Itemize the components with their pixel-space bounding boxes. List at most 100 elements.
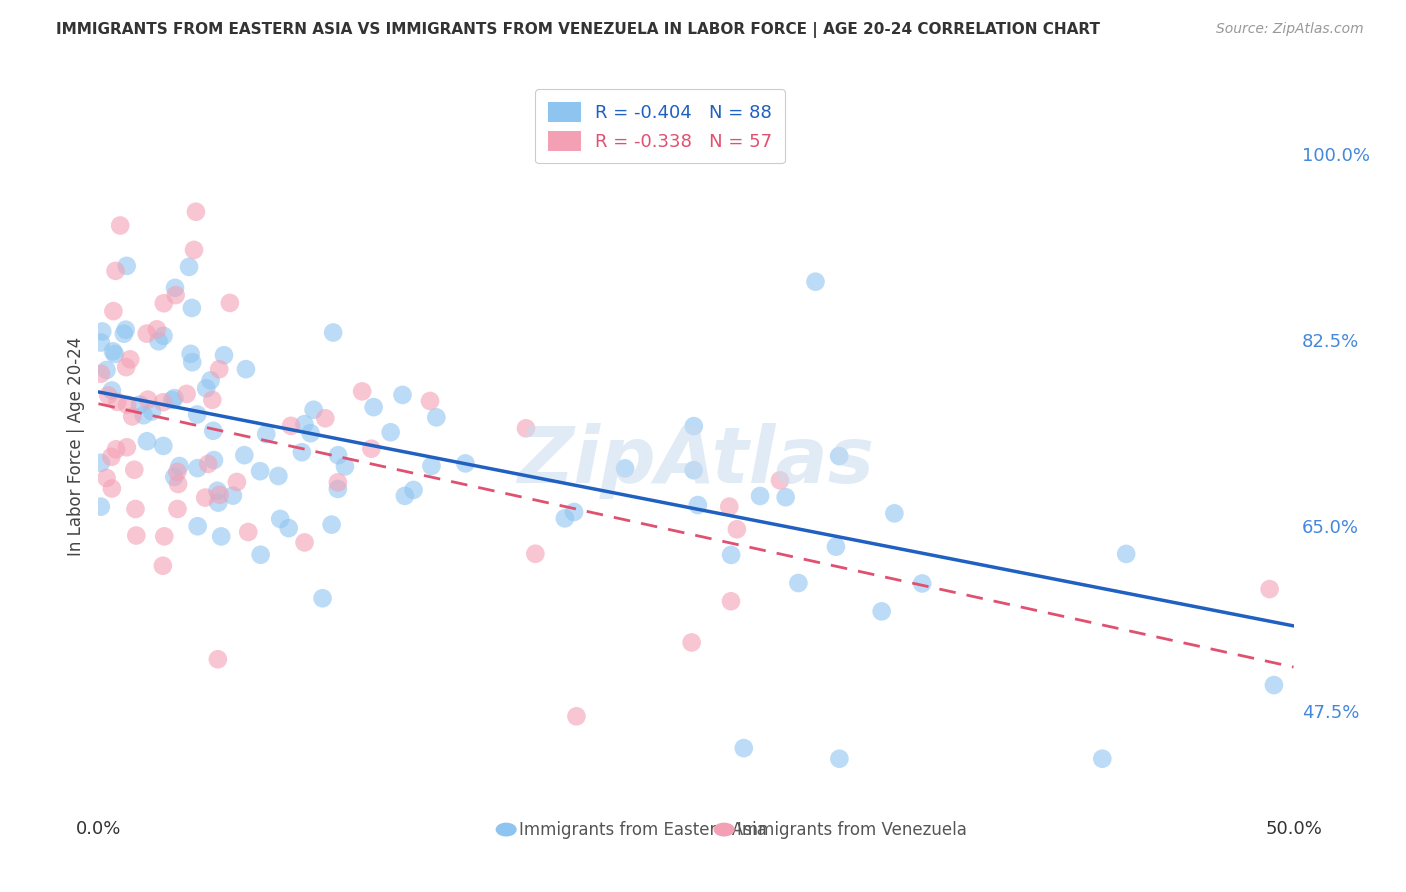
Point [120,352,142,367]
Point [166,502,188,516]
Point [115,398,138,412]
Point [104,347,127,361]
Point [207,495,229,509]
Point [91,325,114,339]
Point [333,459,356,474]
Point [775,490,797,504]
Point [115,259,138,273]
Point [322,326,344,340]
Point [212,348,235,362]
Point [733,741,755,756]
Legend: R = -0.404   N = 88, R = -0.338   N = 57: R = -0.404 N = 88, R = -0.338 N = 57 [536,89,785,163]
Point [152,395,174,409]
Point [176,387,198,401]
Point [208,488,231,502]
Point [101,482,124,496]
Point [682,463,704,477]
Point [132,409,155,423]
Point [828,752,851,766]
Point [787,576,810,591]
Point [299,426,322,441]
Point [97,388,120,402]
Point [883,507,905,521]
Point [565,709,588,723]
Point [152,328,174,343]
Point [103,304,125,318]
Point [115,440,138,454]
Point [294,535,316,549]
Point [166,465,188,479]
Point [90,456,112,470]
Point [108,219,131,233]
Point [96,471,118,485]
Point [105,395,128,409]
Point [136,434,159,449]
Text: IMMIGRANTS FROM EASTERN ASIA VS IMMIGRANTS FROM VENEZUELA IN LABOR FORCE | AGE 2: IMMIGRANTS FROM EASTERN ASIA VS IMMIGRAN… [56,22,1101,38]
Point [668,147,690,161]
Point [515,421,537,435]
Point [524,547,547,561]
Point [314,411,336,425]
Point [720,594,742,608]
Point [394,489,416,503]
Point [136,392,159,407]
Y-axis label: In Labor Force | Age 20-24: In Labor Force | Age 20-24 [66,336,84,556]
Point [292,417,315,432]
Point [454,457,477,471]
Point [1258,582,1281,596]
Point [402,483,425,497]
Point [720,548,742,562]
Point [225,475,247,489]
Point [269,512,291,526]
Point [129,398,152,412]
Point [689,147,711,161]
Point [141,404,163,418]
Point [233,448,256,462]
Point [177,260,200,274]
Point [870,604,893,618]
Point [114,323,136,337]
Point [96,363,118,377]
Point [326,448,349,462]
Text: ZipAtlas: ZipAtlas [517,423,875,499]
Point [828,449,851,463]
Point [749,489,772,503]
Point [90,367,112,381]
Point [614,461,637,475]
Point [163,281,186,295]
Point [254,427,277,442]
Point [363,400,385,414]
Point [167,477,190,491]
Point [207,652,229,666]
Point [1091,752,1114,766]
Point [180,347,202,361]
Point [180,301,202,315]
Point [200,373,222,387]
Point [183,243,205,257]
Point [311,591,333,606]
Point [163,391,186,405]
Point [100,450,122,464]
Point [101,344,124,359]
Point [146,322,169,336]
Point [184,204,207,219]
Point [267,469,290,483]
Point [186,461,208,475]
Point [249,464,271,478]
Point [163,470,186,484]
Point [291,445,314,459]
Point [152,558,174,573]
Point [725,522,748,536]
Point [148,334,170,349]
Point [201,392,224,407]
Point [195,381,218,395]
Point [718,500,741,514]
Point [249,548,271,562]
Point [681,635,703,649]
Point [208,362,231,376]
Text: Immigrants from Eastern Asia: Immigrants from Eastern Asia [519,821,766,838]
Point [219,296,242,310]
Point [1263,678,1285,692]
Point [197,457,219,471]
Point [209,529,232,543]
